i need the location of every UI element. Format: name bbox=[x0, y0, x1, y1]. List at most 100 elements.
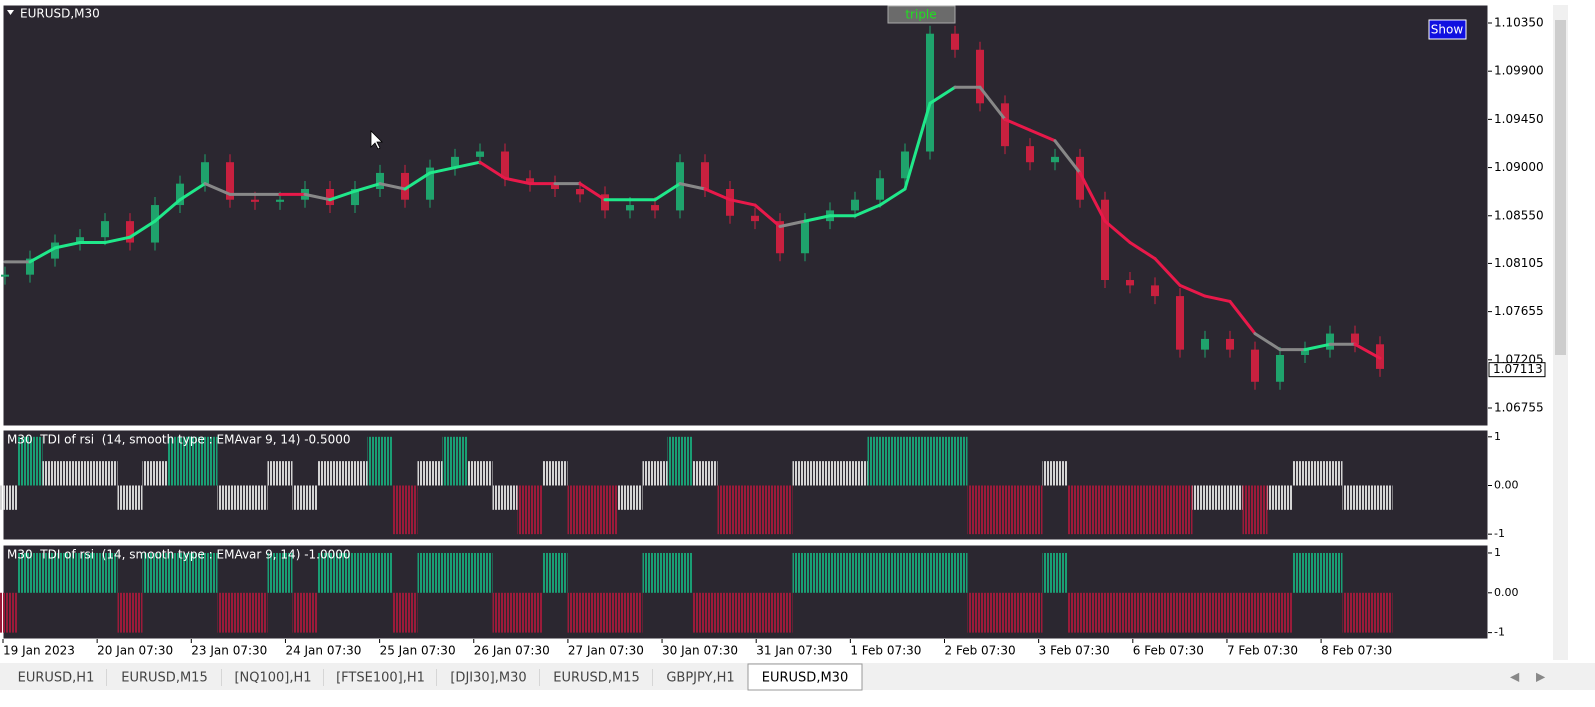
histogram-bar bbox=[1067, 592, 1093, 633]
candle bbox=[176, 183, 184, 206]
candle bbox=[1351, 333, 1359, 345]
tab-label[interactable]: [NQ100],H1 bbox=[234, 671, 311, 686]
tab-label[interactable]: EURUSD,M15 bbox=[553, 671, 639, 686]
x-tick-label: 24 Jan 07:30 bbox=[285, 644, 361, 658]
trend-segment bbox=[1153, 257, 1182, 287]
trend-segment bbox=[403, 171, 432, 191]
y-tick-label: 1.09900 bbox=[1494, 64, 1544, 78]
trend-segment bbox=[1353, 342, 1382, 360]
trend-segment bbox=[128, 219, 157, 239]
tab-label[interactable]: [FTSE100],H1 bbox=[336, 671, 425, 686]
tab-label[interactable]: [DJI30],M30 bbox=[450, 671, 526, 686]
trend-segment bbox=[303, 192, 332, 202]
candle bbox=[676, 162, 684, 211]
trend-segment bbox=[453, 160, 482, 170]
candle bbox=[1226, 338, 1234, 350]
histogram-bar bbox=[1217, 592, 1243, 633]
trend-segment bbox=[203, 182, 232, 196]
tab-label[interactable]: EURUSD,M30 bbox=[762, 671, 848, 686]
tab-label[interactable]: EURUSD,H1 bbox=[18, 671, 95, 686]
triple-button[interactable] bbox=[887, 5, 956, 24]
histogram-bar bbox=[92, 461, 118, 486]
histogram-bar bbox=[717, 485, 743, 535]
tab[interactable] bbox=[222, 666, 324, 688]
x-tick-label: 8 Feb 07:30 bbox=[1321, 644, 1392, 658]
trend-segment bbox=[103, 235, 132, 245]
candle bbox=[351, 188, 359, 206]
histogram-bar bbox=[442, 436, 468, 486]
candle bbox=[1251, 349, 1259, 382]
tab[interactable] bbox=[437, 666, 540, 688]
y-tick-label: 1.08105 bbox=[1494, 256, 1544, 270]
show-button-label[interactable]: Show bbox=[1431, 23, 1464, 37]
mouse-cursor bbox=[370, 130, 383, 150]
candle bbox=[101, 221, 109, 238]
trend-segment bbox=[1253, 332, 1282, 352]
histogram-bar bbox=[767, 485, 793, 535]
trend-segment bbox=[878, 187, 907, 207]
scroll-thumb[interactable] bbox=[1555, 20, 1566, 355]
histogram-bar bbox=[817, 461, 843, 486]
histogram-bar bbox=[292, 592, 318, 633]
trend-segment bbox=[1053, 139, 1082, 175]
histogram-bar bbox=[342, 552, 368, 593]
trend-segment bbox=[803, 214, 832, 223]
candle bbox=[776, 221, 784, 254]
histogram-bar bbox=[492, 592, 518, 633]
trend-segment bbox=[978, 85, 1007, 121]
histogram-bar bbox=[1117, 485, 1143, 535]
trend-segment bbox=[678, 182, 707, 191]
histogram-bar bbox=[92, 552, 118, 593]
histogram-bar bbox=[42, 552, 68, 593]
candle bbox=[276, 199, 284, 202]
indicator-title: M30 TDI of rsi (14, smooth type : EMAvar… bbox=[7, 548, 351, 562]
histogram-bar bbox=[1267, 485, 1293, 510]
tab[interactable] bbox=[5, 666, 107, 688]
show-button[interactable] bbox=[1428, 19, 1467, 40]
histogram-bar bbox=[367, 552, 393, 593]
candle bbox=[226, 162, 234, 200]
price-panel bbox=[2, 4, 1489, 427]
trend-segment bbox=[478, 160, 507, 180]
histogram-bar bbox=[967, 592, 993, 633]
x-tick-label: 1 Feb 07:30 bbox=[850, 644, 921, 658]
histogram-bar bbox=[1317, 552, 1343, 593]
candle bbox=[1, 274, 9, 277]
y-tick-label: 1 bbox=[1494, 430, 1501, 443]
histogram-bar bbox=[367, 436, 393, 486]
candle bbox=[1101, 199, 1109, 281]
tab[interactable] bbox=[653, 666, 748, 688]
tab-active[interactable] bbox=[747, 663, 863, 691]
y-tick-label: 1.09450 bbox=[1494, 112, 1544, 126]
x-tick-label: 20 Jan 07:30 bbox=[97, 644, 173, 658]
tab[interactable] bbox=[107, 666, 222, 688]
tab-label[interactable]: EURUSD,M15 bbox=[121, 671, 207, 686]
tab-label[interactable]: GBPJPY,H1 bbox=[666, 671, 734, 686]
histogram-bar bbox=[1017, 592, 1043, 633]
candle bbox=[526, 178, 534, 184]
histogram-bar bbox=[267, 552, 293, 593]
histogram-bar bbox=[667, 436, 693, 486]
histogram bbox=[0, 436, 1393, 535]
y-tick-label: -1 bbox=[1494, 527, 1505, 540]
histogram-bar bbox=[192, 552, 218, 593]
triple-button-label[interactable]: triple bbox=[905, 8, 936, 22]
histogram-bar bbox=[392, 485, 418, 535]
histogram-bar bbox=[1292, 552, 1318, 593]
histogram-bar bbox=[142, 461, 168, 486]
tab[interactable] bbox=[540, 666, 653, 688]
tab[interactable] bbox=[324, 666, 437, 688]
candle bbox=[26, 258, 34, 275]
histogram-bar bbox=[1342, 592, 1368, 633]
candle bbox=[1176, 296, 1184, 350]
tab-scroll-left[interactable]: ◀ bbox=[1510, 670, 1520, 684]
candle bbox=[1001, 103, 1009, 147]
trend-segment bbox=[153, 198, 182, 223]
candle bbox=[926, 33, 934, 152]
candle bbox=[551, 183, 559, 189]
tab-scroll-right[interactable]: ▶ bbox=[1536, 670, 1546, 684]
y-tick-label: -1 bbox=[1494, 626, 1505, 639]
candle bbox=[1276, 354, 1284, 382]
collapse-icon[interactable] bbox=[7, 10, 14, 15]
